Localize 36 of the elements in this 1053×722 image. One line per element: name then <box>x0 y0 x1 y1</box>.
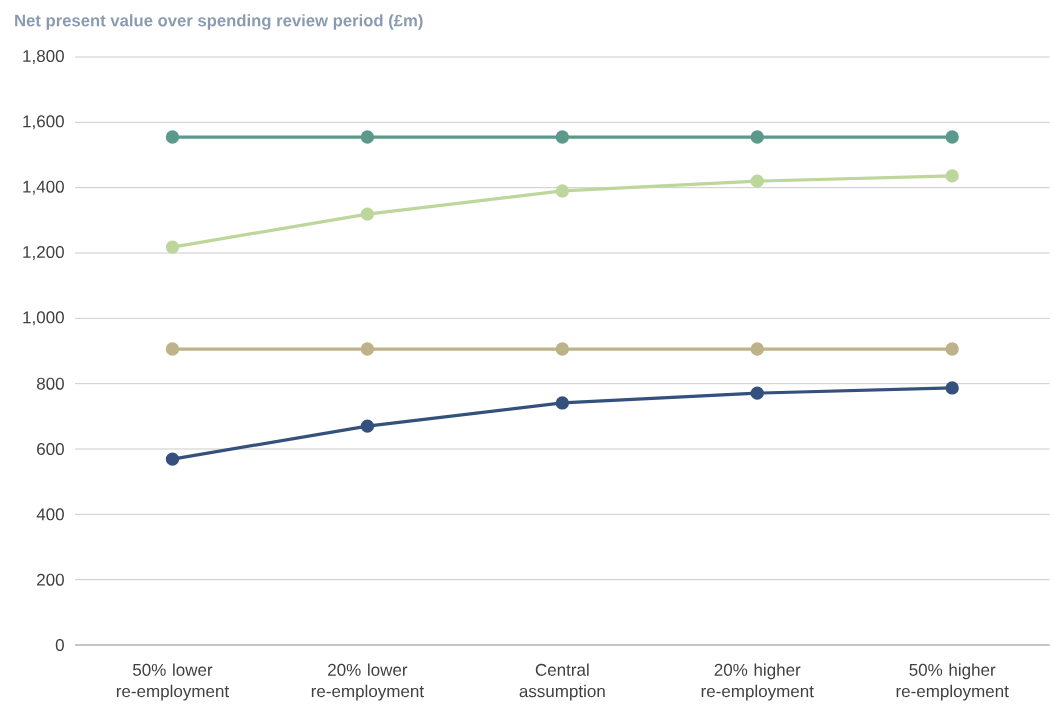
point <box>165 342 180 356</box>
point <box>945 169 959 183</box>
point <box>555 342 569 356</box>
x-tick-label: 20% higher re-employment <box>701 663 814 701</box>
y-tick-label: 1,400 <box>23 180 64 195</box>
y-tick-label: 1,000 <box>23 311 64 326</box>
point <box>165 130 180 144</box>
point <box>945 342 959 356</box>
chart-title: Net present value over spending review period (£m) <box>15 14 423 30</box>
y-tick-label: 1,600 <box>23 115 64 130</box>
point <box>360 207 375 221</box>
y-tick-label: 400 <box>36 508 64 521</box>
point <box>360 419 375 433</box>
x-tick-label: 50% lower re-employment <box>116 663 230 701</box>
y-tick-label: 600 <box>37 442 64 456</box>
point <box>555 396 569 410</box>
point <box>945 381 959 395</box>
point <box>750 386 764 400</box>
point <box>165 240 180 254</box>
point <box>555 130 569 144</box>
y-tick-label: 0 <box>55 638 64 652</box>
y-tick-label: 1,200 <box>23 245 64 261</box>
x-tick-label: 20% lower re-employment <box>311 663 424 701</box>
y-tick-label: 800 <box>36 377 64 390</box>
point <box>165 452 180 466</box>
x-tick-label: 50% higher re-employment <box>896 663 1009 701</box>
y-tick-label: 1,800 <box>23 49 64 65</box>
point <box>360 342 375 356</box>
point <box>360 130 375 144</box>
point <box>945 130 959 144</box>
point <box>750 130 764 144</box>
point <box>750 174 764 188</box>
point <box>750 342 764 356</box>
point <box>555 184 569 198</box>
x-tick-label: Central assumption <box>519 663 605 701</box>
y-tick-label: 200 <box>37 573 64 586</box>
